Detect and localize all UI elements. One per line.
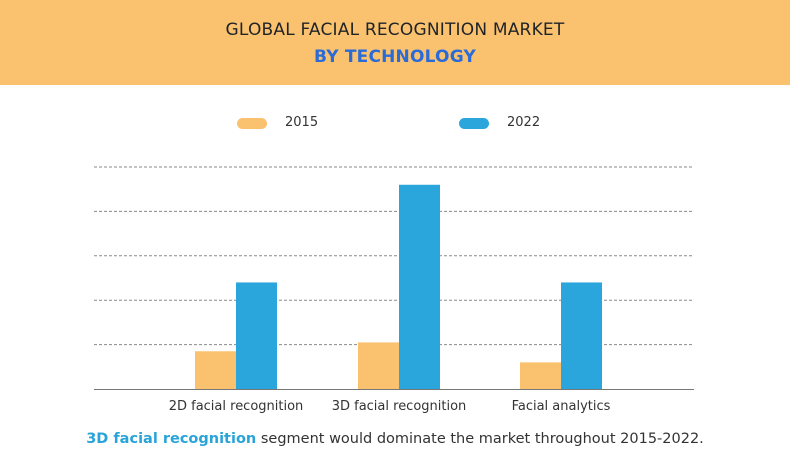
header-banner: GLOBAL FACIAL RECOGNITION MARKET BY TECH… bbox=[0, 0, 790, 85]
footer-highlight: 3D facial recognition bbox=[86, 431, 257, 447]
x-tick-label: Facial analytics bbox=[512, 399, 611, 414]
chart-title: GLOBAL FACIAL RECOGNITION MARKET bbox=[225, 20, 565, 40]
bar-2022-1 bbox=[399, 184, 440, 389]
chart-subtitle: BY TECHNOLOGY bbox=[313, 47, 477, 67]
x-tick-label: 2D facial recognition bbox=[169, 399, 304, 414]
x-tick-label: 3D facial recognition bbox=[332, 399, 467, 414]
footer-text: segment would dominate the market throug… bbox=[256, 431, 704, 447]
legend-label-2015: 2015 bbox=[285, 115, 319, 130]
bar-2022-2 bbox=[561, 282, 602, 389]
bar-2015-0 bbox=[195, 351, 236, 389]
bar-2015-2 bbox=[520, 362, 561, 389]
bar-2015-1 bbox=[358, 342, 399, 389]
bar-chart: 2D facial recognition 3D facial recogniti… bbox=[94, 166, 694, 414]
legend-swatch-2022 bbox=[459, 118, 489, 129]
footer-caption: 3D facial recognition segment would domi… bbox=[0, 431, 790, 447]
bar-2022-0 bbox=[236, 282, 277, 389]
legend-swatch-2015 bbox=[237, 118, 267, 129]
legend-label-2022: 2022 bbox=[507, 115, 541, 130]
